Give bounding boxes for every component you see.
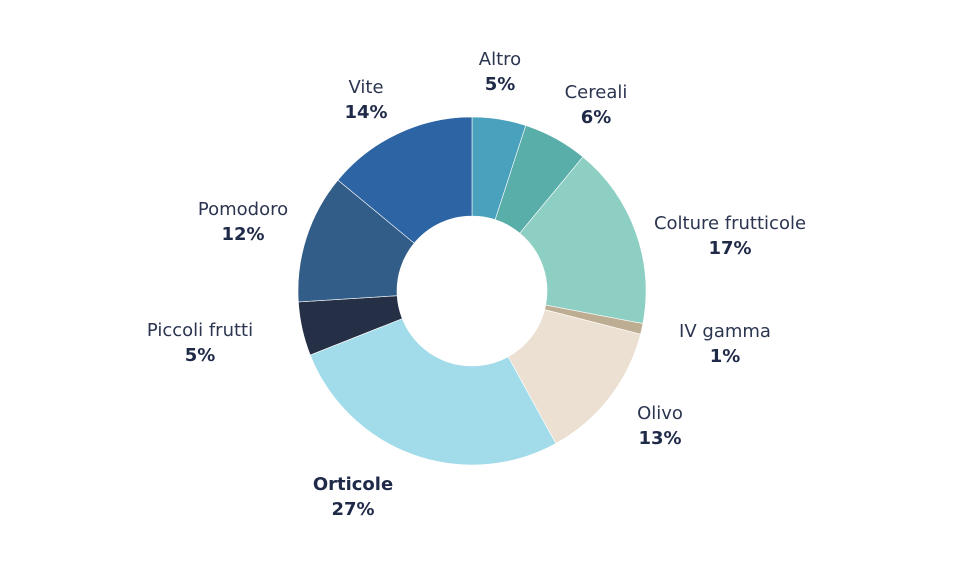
slice-vite — [337, 116, 473, 244]
slice-percent-pomodoro: 12% — [221, 224, 264, 245]
slice-orticole — [309, 318, 557, 466]
slice-percent-iv-gamma: 1% — [710, 346, 741, 367]
slice-label-altro: Altro — [479, 49, 521, 70]
slice-label-olivo: Olivo — [637, 403, 683, 424]
donut-slices — [297, 116, 647, 466]
slice-percent-cereali: 6% — [581, 107, 612, 128]
slice-label-piccoli-frutti: Piccoli frutti — [147, 320, 253, 341]
slice-percent-olivo: 13% — [638, 428, 681, 449]
slice-label-colture-frutticole: Colture frutticole — [654, 213, 806, 234]
slice-colture-frutticole — [519, 156, 647, 324]
slice-percent-piccoli-frutti: 5% — [185, 345, 216, 366]
slice-percent-vite: 14% — [344, 102, 387, 123]
slice-label-vite: Vite — [348, 77, 383, 98]
slice-label-cereali: Cereali — [565, 82, 628, 103]
slice-labels: Altro 5% Cereali 6% Colture frutticole 17% IV … — [147, 49, 806, 520]
slice-label-orticole: Orticole — [313, 474, 393, 495]
slice-percent-colture-frutticole: 17% — [708, 238, 751, 259]
slice-label-pomodoro: Pomodoro — [198, 199, 288, 220]
slice-percent-altro: 5% — [485, 74, 516, 95]
slice-label-iv-gamma: IV gamma — [679, 321, 771, 342]
slice-percent-orticole: 27% — [331, 499, 374, 520]
